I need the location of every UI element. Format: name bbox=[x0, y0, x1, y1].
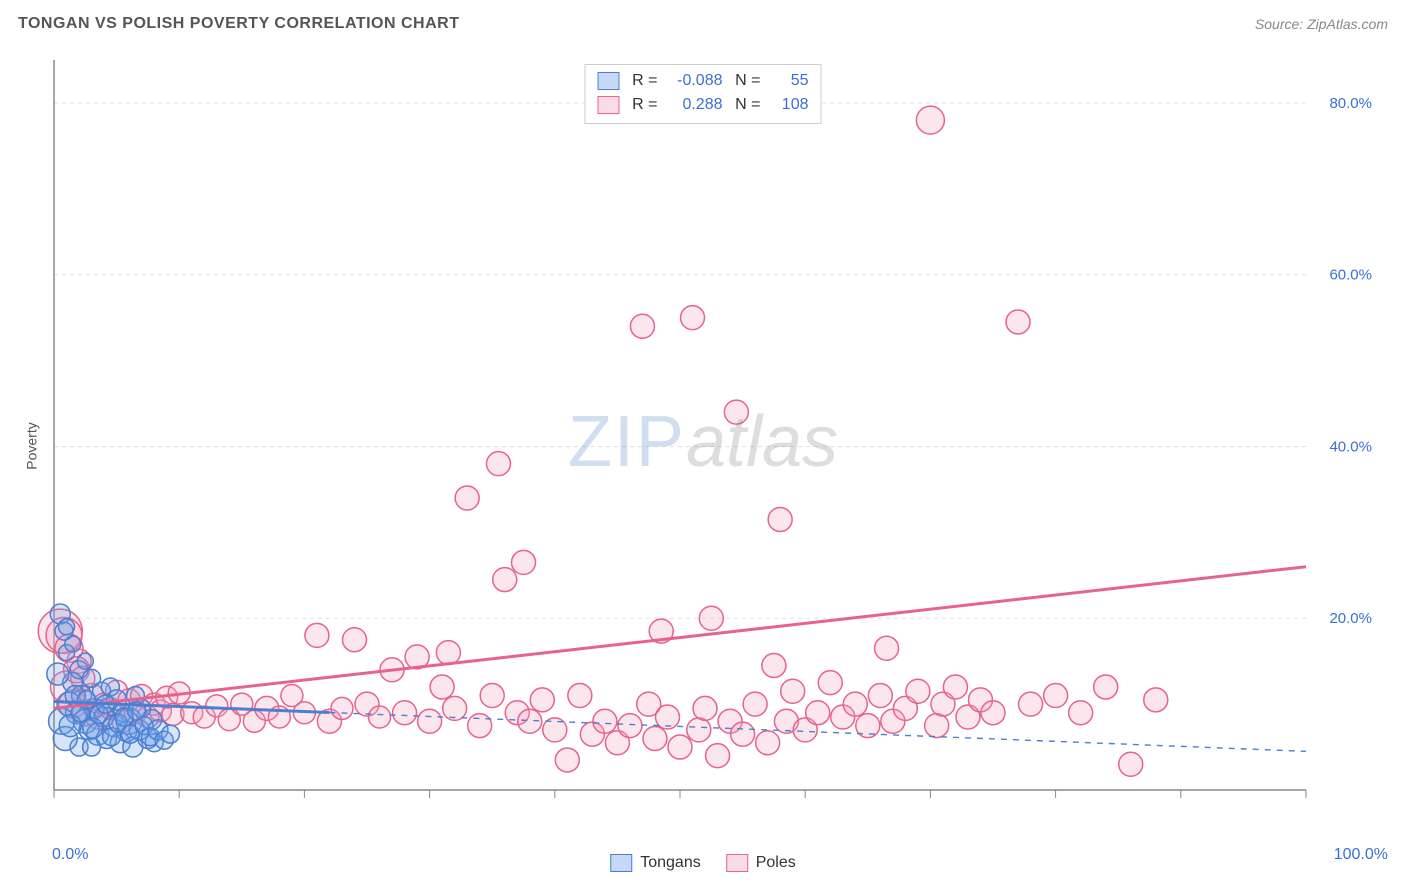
correlation-legend: R = -0.088 N = 55 R = 0.288 N = 108 bbox=[585, 64, 822, 124]
source-attribution: Source: ZipAtlas.com bbox=[1255, 16, 1388, 32]
chart-title: TONGAN VS POLISH POVERTY CORRELATION CHA… bbox=[18, 15, 459, 33]
x-axis-min-label: 0.0% bbox=[52, 846, 88, 864]
svg-text:40.0%: 40.0% bbox=[1329, 438, 1372, 455]
legend-item-poles: Poles bbox=[726, 854, 796, 872]
svg-text:80.0%: 80.0% bbox=[1329, 95, 1372, 112]
y-axis-label: Poverty bbox=[24, 422, 40, 469]
x-axis-max-label: 100.0% bbox=[1334, 846, 1388, 864]
svg-text:20.0%: 20.0% bbox=[1329, 610, 1372, 627]
svg-text:60.0%: 60.0% bbox=[1329, 267, 1372, 284]
scatter-plot: 20.0% 40.0% 60.0% 80.0% bbox=[48, 60, 1378, 820]
series-legend: Tongans Poles bbox=[610, 854, 796, 872]
legend-item-tongans: Tongans bbox=[610, 854, 701, 872]
